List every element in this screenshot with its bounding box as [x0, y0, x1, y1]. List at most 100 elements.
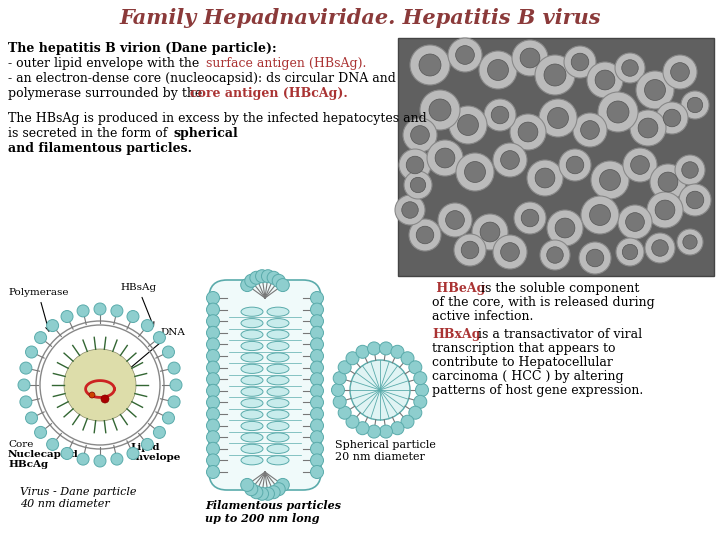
Circle shape [310, 419, 323, 432]
Circle shape [500, 151, 519, 170]
Text: Lipid
envelope: Lipid envelope [130, 443, 181, 462]
Circle shape [683, 235, 697, 249]
Circle shape [310, 454, 323, 467]
Text: Spherical particle
20 nm diameter: Spherical particle 20 nm diameter [335, 440, 436, 462]
Circle shape [399, 149, 431, 181]
Circle shape [338, 406, 351, 419]
Circle shape [310, 292, 323, 305]
Circle shape [591, 161, 629, 199]
Circle shape [333, 395, 346, 408]
Circle shape [310, 396, 323, 409]
Ellipse shape [241, 421, 263, 430]
Text: - outer lipid envelope with the: - outer lipid envelope with the [8, 57, 203, 70]
Circle shape [207, 465, 220, 478]
Circle shape [141, 438, 153, 450]
Circle shape [245, 274, 258, 287]
Ellipse shape [267, 376, 289, 385]
Circle shape [462, 241, 479, 259]
Circle shape [163, 412, 174, 424]
Circle shape [449, 106, 487, 144]
Circle shape [622, 60, 638, 76]
Circle shape [414, 395, 427, 408]
Ellipse shape [267, 433, 289, 442]
Circle shape [207, 442, 220, 455]
Circle shape [64, 349, 136, 421]
Text: is the soluble component: is the soluble component [477, 282, 639, 295]
Circle shape [47, 320, 58, 332]
Ellipse shape [267, 410, 289, 419]
Text: polymerase surrounded by the: polymerase surrounded by the [8, 87, 206, 100]
Circle shape [20, 396, 32, 408]
Circle shape [207, 419, 220, 432]
Circle shape [207, 396, 220, 409]
Text: HBeAg: HBeAg [432, 282, 485, 295]
Circle shape [207, 454, 220, 467]
Circle shape [409, 361, 422, 374]
Ellipse shape [241, 433, 263, 442]
Circle shape [207, 292, 220, 305]
Text: Nuclecapsid
HBcAg: Nuclecapsid HBcAg [8, 450, 78, 469]
Ellipse shape [267, 456, 289, 465]
Circle shape [626, 213, 644, 231]
Circle shape [356, 422, 369, 435]
Circle shape [546, 247, 563, 263]
Text: spherical: spherical [173, 127, 238, 140]
Circle shape [310, 338, 323, 351]
Circle shape [141, 320, 153, 332]
Circle shape [310, 373, 323, 386]
Circle shape [472, 214, 508, 250]
Circle shape [111, 453, 123, 465]
Text: transcription that appears to: transcription that appears to [432, 342, 616, 355]
Ellipse shape [267, 399, 289, 408]
Circle shape [521, 209, 539, 227]
Text: surface antigen (HBsAg).: surface antigen (HBsAg). [206, 57, 366, 70]
Circle shape [555, 218, 575, 238]
Circle shape [540, 240, 570, 270]
Circle shape [35, 427, 47, 438]
Circle shape [403, 118, 437, 152]
Ellipse shape [241, 399, 263, 408]
Circle shape [650, 164, 686, 200]
Circle shape [587, 62, 623, 98]
Text: The hepatitis B virion (Dane particle):: The hepatitis B virion (Dane particle): [8, 42, 276, 55]
Text: Family Hepadnaviridae. Hepatitis B virus: Family Hepadnaviridae. Hepatitis B virus [120, 8, 600, 28]
Circle shape [207, 303, 220, 316]
Circle shape [564, 46, 596, 78]
Circle shape [414, 372, 427, 384]
Circle shape [310, 349, 323, 362]
Text: DNA: DNA [119, 328, 185, 377]
Circle shape [20, 362, 32, 374]
Circle shape [25, 412, 37, 424]
Ellipse shape [267, 353, 289, 362]
Circle shape [240, 478, 253, 491]
Circle shape [544, 64, 566, 86]
Circle shape [456, 46, 474, 64]
Circle shape [656, 102, 688, 134]
Circle shape [391, 345, 404, 359]
Circle shape [94, 455, 106, 467]
Circle shape [663, 55, 697, 89]
Text: active infection.: active infection. [432, 310, 534, 323]
Circle shape [170, 379, 182, 391]
Text: carcinoma ( HCC ) by altering: carcinoma ( HCC ) by altering [432, 370, 624, 383]
Circle shape [491, 106, 509, 124]
Text: and filamentous particles.: and filamentous particles. [8, 142, 192, 155]
Text: contribute to Hepatocellular: contribute to Hepatocellular [432, 356, 613, 369]
Ellipse shape [267, 319, 289, 328]
Circle shape [535, 168, 555, 188]
Circle shape [127, 310, 139, 322]
Circle shape [168, 396, 180, 408]
Circle shape [409, 406, 422, 419]
Circle shape [207, 338, 220, 351]
Circle shape [267, 485, 280, 499]
Circle shape [416, 226, 433, 244]
Ellipse shape [241, 319, 263, 328]
Circle shape [401, 352, 414, 365]
Ellipse shape [241, 307, 263, 316]
Circle shape [127, 448, 139, 460]
Circle shape [454, 234, 486, 266]
Circle shape [623, 148, 657, 182]
Circle shape [356, 345, 369, 359]
Circle shape [310, 408, 323, 421]
Ellipse shape [241, 456, 263, 465]
